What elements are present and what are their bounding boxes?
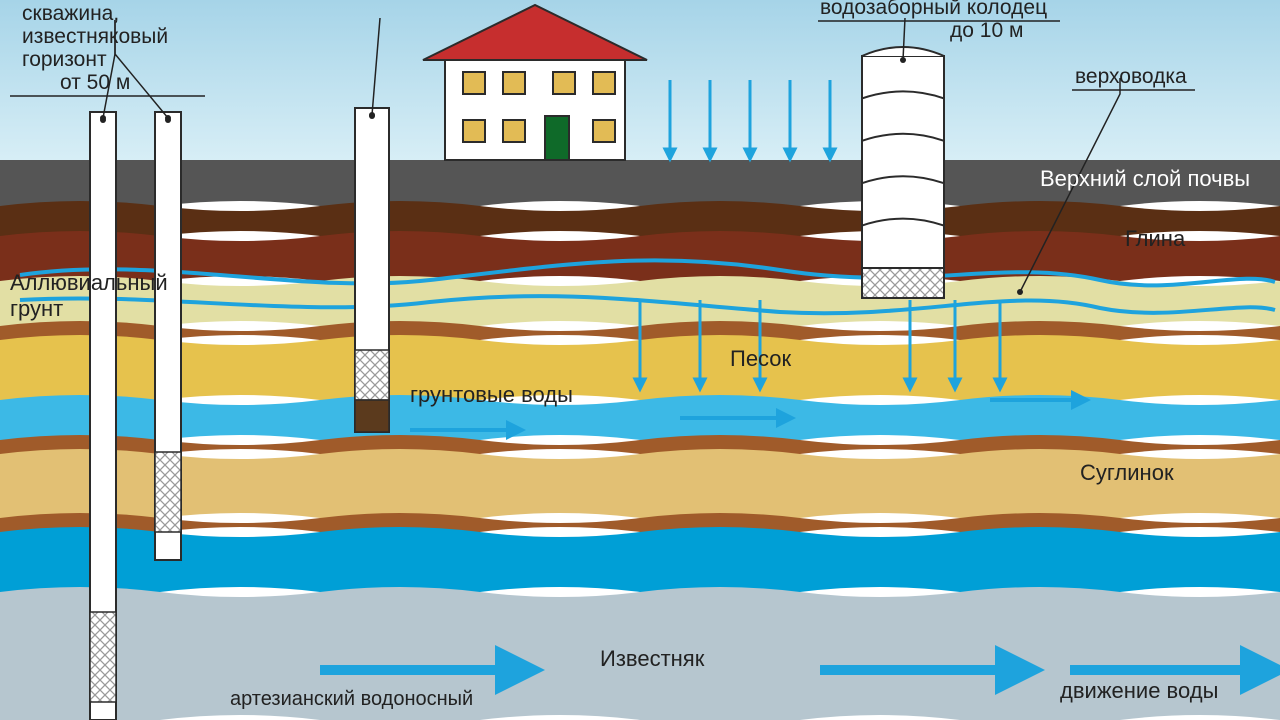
pointer-dot-1 (165, 115, 171, 121)
label-topsoil: Верхний слой почвы (1040, 166, 1250, 192)
house-window-4 (463, 120, 485, 142)
l_gw2 (0, 527, 1280, 597)
label-perched: верховодка (1075, 65, 1187, 89)
label-flow: движение воды (1060, 678, 1218, 704)
label-artesian_cut: артезианский водоносный (230, 688, 473, 711)
pointer-dot-4 (1017, 289, 1023, 295)
house-window-5 (503, 120, 525, 142)
house-window-0 (463, 72, 485, 94)
label-well-1: скважина, (22, 2, 119, 26)
diagram-svg (0, 0, 1280, 720)
diagram-root: скважина,известняковыйгоризонтот 50 м вод… (0, 0, 1280, 720)
artesian-well-2-screen (155, 452, 181, 532)
label-intake-2: до 10 м (950, 19, 1023, 43)
label-loam: Суглинок (1080, 460, 1174, 486)
artesian-well-1-screen (90, 612, 116, 702)
sand-well-screen (355, 350, 389, 400)
house-window-2 (553, 72, 575, 94)
label-sand: Песок (730, 346, 791, 372)
house-window-1 (503, 72, 525, 94)
label-well-4: от 50 м (60, 71, 130, 95)
label-groundwater: грунтовые воды (410, 382, 573, 408)
label-alluvial2: грунт (10, 296, 63, 322)
pointer-dot-0 (100, 115, 106, 121)
label-clay: Глина (1125, 226, 1185, 252)
intake-well-screen (862, 268, 944, 298)
label-well-3: горизонт (22, 48, 107, 72)
label-intake-1: водозаборный колодец (820, 0, 1047, 20)
house-window-6 (593, 120, 615, 142)
house-door (545, 116, 569, 160)
sand-well-mud (355, 400, 389, 432)
label-limestone: Известняк (600, 646, 704, 672)
house-window-3 (593, 72, 615, 94)
label-alluvial1: Аллювиальный (10, 270, 168, 296)
pointer-dot-2 (369, 112, 375, 118)
label-well-2: известняковый (22, 25, 168, 49)
pointer-dot-3 (900, 57, 906, 63)
